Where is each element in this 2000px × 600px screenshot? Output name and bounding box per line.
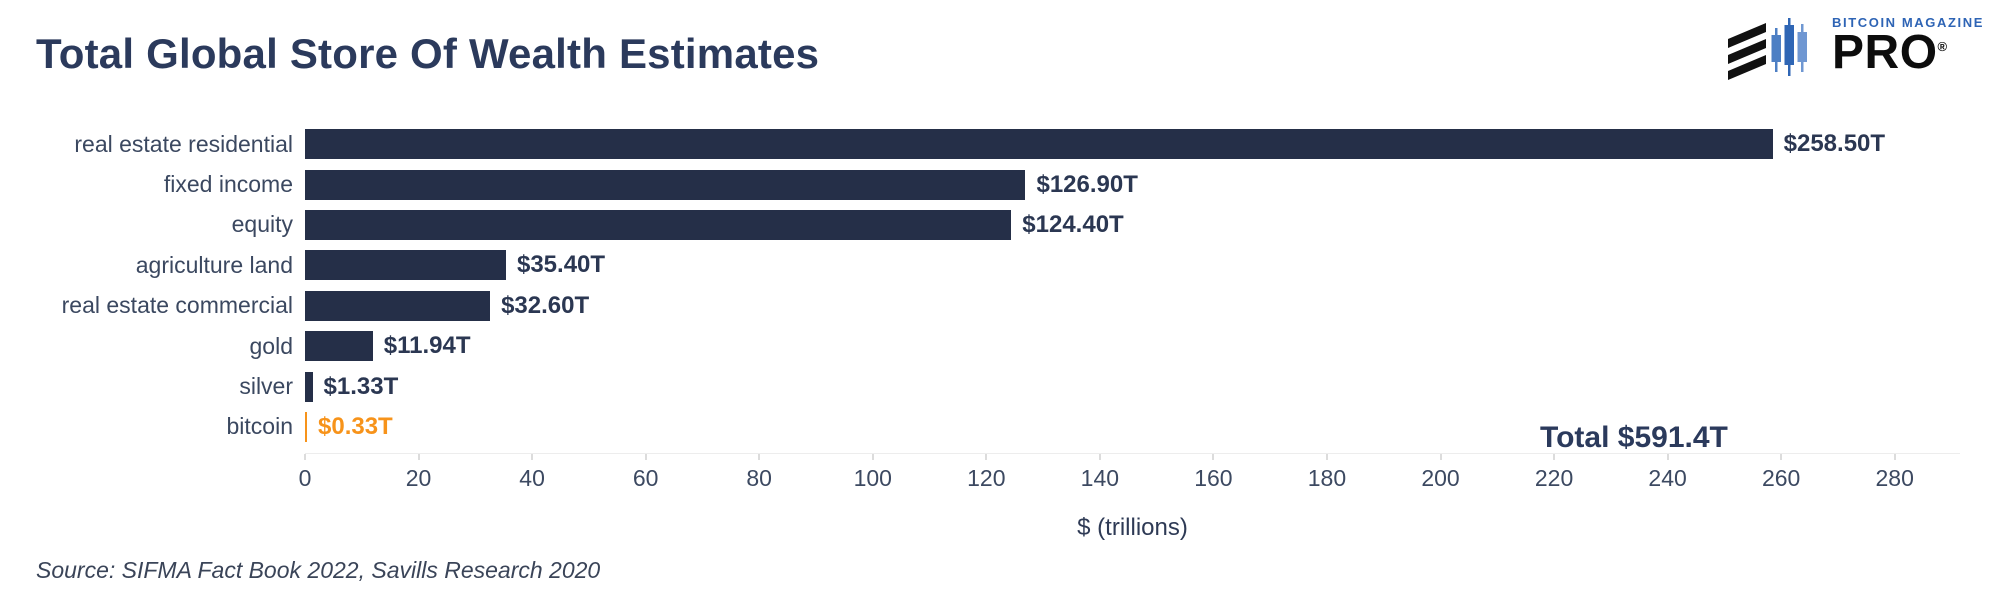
total-annotation: Total $591.4T: [1540, 421, 1728, 454]
bar-track: $11.94T: [305, 326, 2000, 366]
chart-header: Total Global Store Of Wealth Estimates B…: [0, 0, 2000, 124]
bar[interactable]: [305, 371, 313, 402]
axis-tick-label: 160: [1194, 465, 1233, 492]
value-label: $1.33T: [323, 372, 399, 400]
category-label: fixed income: [163, 171, 293, 198]
axis-tick-mark: [1325, 454, 1328, 461]
bar[interactable]: [305, 290, 491, 321]
x-axis-label: $ (trillions): [1077, 514, 1188, 542]
axis-tick-label: 260: [1761, 465, 1801, 492]
x-axis-label-row: $ (trillions): [305, 514, 1960, 542]
axis-tick-label: 200: [1421, 465, 1460, 492]
bar-track: $32.60T: [305, 286, 2000, 326]
bar-rows: real estate residential $258.50T fixed inc…: [0, 124, 2000, 447]
axis-tick-label: 120: [967, 465, 1006, 492]
axis-tick-mark: [531, 454, 534, 461]
bar[interactable]: [305, 250, 506, 281]
logo-text: BITCOIN MAGAZINE PRO®: [1832, 15, 1984, 77]
axis-tick-mark: [871, 454, 874, 461]
page-title: Total Global Store Of Wealth Estimates: [36, 30, 820, 77]
axis-tick-mark: [304, 454, 306, 461]
axis-tick-mark: [1439, 454, 1442, 461]
axis-tick-label: 240: [1648, 465, 1687, 492]
bar-track: $1.33T: [305, 366, 2000, 406]
value-label: $258.50T: [1783, 130, 1886, 158]
value-label: $11.94T: [383, 332, 471, 360]
bar-row: gold $11.94T: [0, 326, 2000, 366]
source-note: Source: SIFMA Fact Book 2022, Savills Re…: [36, 557, 601, 583]
bitcoin-magazine-pro-logo: BITCOIN MAGAZINE PRO®: [1724, 12, 1984, 80]
category-label: agriculture land: [135, 251, 293, 278]
bar-track: $124.40T: [305, 205, 2000, 245]
axis-tick-label: 220: [1534, 465, 1574, 492]
axis-tick-mark: [758, 454, 761, 461]
value-label: $35.40T: [516, 251, 606, 279]
bar-row: bitcoin $0.33T: [0, 407, 2000, 447]
axis-tick-mark: [1098, 454, 1101, 461]
chart-footer: Source: SIFMA Fact Book 2022, Savills Re…: [36, 557, 600, 584]
bar-row: equity $124.40T: [0, 205, 2000, 245]
axis-tick-mark: [1893, 454, 1896, 461]
bar[interactable]: [305, 209, 1012, 240]
value-label: $124.40T: [1022, 210, 1124, 238]
category-label: real estate residential: [74, 130, 293, 157]
logo-product-text: PRO: [1832, 26, 1938, 80]
axis-tick-label: 0: [298, 465, 312, 492]
logo-brand: BITCOIN MAGAZINE: [1832, 15, 1984, 31]
bar-row: real estate residential $258.50T: [0, 124, 2000, 164]
category-label: real estate commercial: [61, 292, 293, 319]
bar[interactable]: [305, 331, 373, 362]
category-label: bitcoin: [226, 413, 293, 440]
axis-tick-label: 20: [405, 465, 432, 492]
value-label: $126.90T: [1036, 170, 1138, 198]
registered-trademark-icon: ®: [1937, 39, 1948, 55]
bar-row: fixed income $126.90T: [0, 164, 2000, 204]
bar[interactable]: [305, 129, 1773, 160]
axis-tick-mark: [1212, 454, 1215, 461]
bar-track: $0.33T: [305, 407, 2000, 447]
category-label: silver: [239, 373, 293, 400]
axis-tick-mark: [417, 454, 420, 461]
axis-tick-label: 80: [746, 465, 772, 492]
logo-product: PRO®: [1832, 29, 1948, 77]
axis-tick-mark: [1553, 454, 1556, 461]
bar-row: agriculture land $35.40T: [0, 245, 2000, 285]
bar-chart: real estate residential $258.50T fixed inc…: [0, 124, 2000, 542]
category-label: equity: [231, 211, 293, 238]
axis-tick-label: 100: [853, 465, 892, 492]
axis-tick-label: 60: [632, 465, 659, 492]
axis-tick-mark: [1666, 454, 1669, 461]
axis-tick-label: 40: [519, 465, 545, 492]
axis-tick-label: 280: [1875, 465, 1914, 492]
bar-row: silver $1.33T: [0, 366, 2000, 406]
axis-tick-label: 140: [1080, 465, 1120, 492]
logo-icon: [1728, 18, 1808, 80]
bar-track: $126.90T: [305, 164, 2000, 204]
axis-tick-mark: [1780, 454, 1783, 461]
value-label: $0.33T: [318, 412, 393, 440]
bar-track: $35.40T: [305, 245, 2000, 285]
x-axis: 0 20 40 60 80 100 120 140 160 180 200 220 240 260 280: [299, 453, 1960, 502]
axis-tick-label: 180: [1307, 465, 1347, 492]
bar-track: $258.50T: [305, 124, 2000, 164]
bar[interactable]: [305, 169, 1026, 200]
axis-tick-mark: [644, 454, 647, 461]
bar[interactable]: [305, 411, 307, 442]
value-label: $32.60T: [501, 291, 590, 319]
category-label: gold: [249, 332, 293, 359]
bar-row: real estate commercial $32.60T: [0, 286, 2000, 326]
axis-tick-mark: [985, 454, 988, 461]
